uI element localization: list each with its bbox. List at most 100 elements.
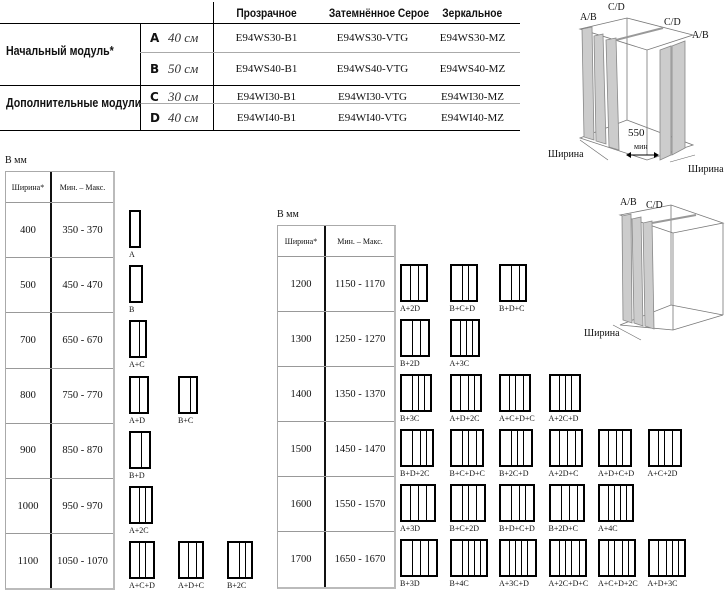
panel-c xyxy=(139,322,145,357)
panel-d xyxy=(570,376,579,411)
configuration-label: B+4C xyxy=(449,579,469,589)
configuration-label: A+2C+D xyxy=(548,414,579,424)
panel-d xyxy=(608,431,616,466)
configurations: A+C+D A+D+C B+2C xyxy=(129,541,276,590)
product-code: E94WI40-MZ xyxy=(441,112,504,124)
width-value: 800 xyxy=(6,368,52,423)
panel-c xyxy=(509,541,515,576)
table-row: 1200 1150 - 1170 A+2D B+C+D B+D+C xyxy=(278,256,527,313)
width-value: 700 xyxy=(6,313,52,368)
configurations: A+C xyxy=(129,320,178,369)
shower-enclosure-illustration xyxy=(612,204,725,341)
configurations: B+3D B+4C A+3C+D A+2C+D+C A+C+D+2C A+D+3C xyxy=(400,539,697,588)
panel-c xyxy=(608,541,614,576)
panel-d xyxy=(566,431,575,466)
configuration-label: B+2C+D xyxy=(499,469,529,479)
table-row: 400 350 - 370 A xyxy=(6,202,141,259)
panel-layout-icon xyxy=(129,320,147,359)
width-value: 1400 xyxy=(278,367,326,422)
configuration: B+2D+C xyxy=(548,484,599,533)
configuration-label: B xyxy=(129,305,135,315)
panel-b xyxy=(551,486,561,520)
panel-layout-icon xyxy=(548,484,585,523)
divider xyxy=(140,52,520,53)
panel-c xyxy=(473,541,480,576)
shower-enclosure-illustration xyxy=(578,17,696,163)
panel-c xyxy=(515,541,521,576)
module-size: 40 см xyxy=(168,30,199,45)
panel-layout-icon xyxy=(449,484,486,523)
divider xyxy=(0,23,520,24)
configuration-label: A+C+D xyxy=(129,581,155,591)
panel-d xyxy=(560,486,569,521)
panel-d xyxy=(412,541,420,576)
table-row: 1400 1350 - 1370 B+3C A+D+2C A+C+D+C A+2C+D xyxy=(278,366,581,423)
configuration: B+2C xyxy=(227,541,276,590)
configuration-label: A+D+C+D xyxy=(598,469,635,479)
configuration: B+3C xyxy=(400,374,450,423)
width-value: 1700 xyxy=(278,532,326,587)
panel-d xyxy=(145,543,153,578)
configuration-label: A+C xyxy=(129,360,145,370)
configuration: A+C+D xyxy=(129,541,178,590)
width-value: 500 xyxy=(6,258,52,313)
label-ab: A/B xyxy=(692,30,709,41)
configuration-label: A+2D+C xyxy=(548,469,579,479)
panel-layout-icon xyxy=(548,429,583,468)
table-row: 1300 1250 - 1270 B+2D A+3C xyxy=(278,311,480,368)
panel-a xyxy=(650,541,658,575)
panel-c xyxy=(523,376,529,411)
configuration: B+4C xyxy=(449,539,500,589)
configuration-label: B+D xyxy=(129,470,145,480)
configuration: A+D xyxy=(129,375,178,425)
panel-d xyxy=(188,543,196,578)
header-clear: Прозрачное xyxy=(213,6,320,20)
label-ab: A/B xyxy=(620,197,637,208)
header-mirror-label: Зеркальное xyxy=(442,6,503,20)
panel-c xyxy=(677,541,684,576)
width-value: 1000 xyxy=(6,478,52,534)
configuration: B+C+2D xyxy=(449,484,500,533)
panel-a xyxy=(131,212,139,246)
panel-layout-icon xyxy=(647,539,686,578)
panel-layout-icon xyxy=(129,541,155,580)
panel-a xyxy=(402,266,410,300)
configuration: A+C+2D xyxy=(647,429,698,478)
configuration-label: B+C+D+C xyxy=(449,469,485,479)
panel-d xyxy=(139,377,147,412)
panel-layout-icon xyxy=(449,429,484,468)
divider xyxy=(0,85,520,86)
unit-label: В мм xyxy=(277,209,299,220)
panel-c xyxy=(459,321,466,356)
panel-c xyxy=(461,431,468,466)
panel-b xyxy=(452,541,462,575)
panel-c xyxy=(461,541,468,576)
panel-layout-icon xyxy=(129,210,141,248)
range-value: 1350 - 1370 xyxy=(334,388,386,400)
configurations: B+2D A+3C xyxy=(400,319,499,368)
panel-layout-icon xyxy=(400,264,428,302)
panel-layout-icon xyxy=(548,539,587,578)
panel-c xyxy=(620,486,626,521)
panel-c xyxy=(467,541,474,576)
panel-c xyxy=(616,431,622,466)
col-range-header: Мин. – Макс. xyxy=(59,182,106,192)
configuration: B+D xyxy=(129,430,178,480)
panel-d xyxy=(614,541,622,576)
panel-b xyxy=(501,431,511,465)
panel-b xyxy=(402,541,412,575)
panel-layout-icon xyxy=(647,429,682,468)
configuration: B+C+D xyxy=(449,264,500,313)
divider xyxy=(140,103,520,104)
range-value: 1650 - 1670 xyxy=(334,554,386,566)
panel-c xyxy=(424,376,430,411)
configuration-label: B+C xyxy=(178,415,194,425)
configuration-label: B+D+C+D xyxy=(499,524,535,534)
panel-a xyxy=(131,543,139,577)
panel-c xyxy=(578,541,585,576)
panel-d xyxy=(410,486,418,521)
panel-c xyxy=(558,541,565,576)
shower-diagram-two-sided: A/B C/D C/D A/B 550 мин Ширина Ширина xyxy=(530,0,727,180)
panel-c xyxy=(657,431,664,466)
panel-b xyxy=(452,486,462,520)
